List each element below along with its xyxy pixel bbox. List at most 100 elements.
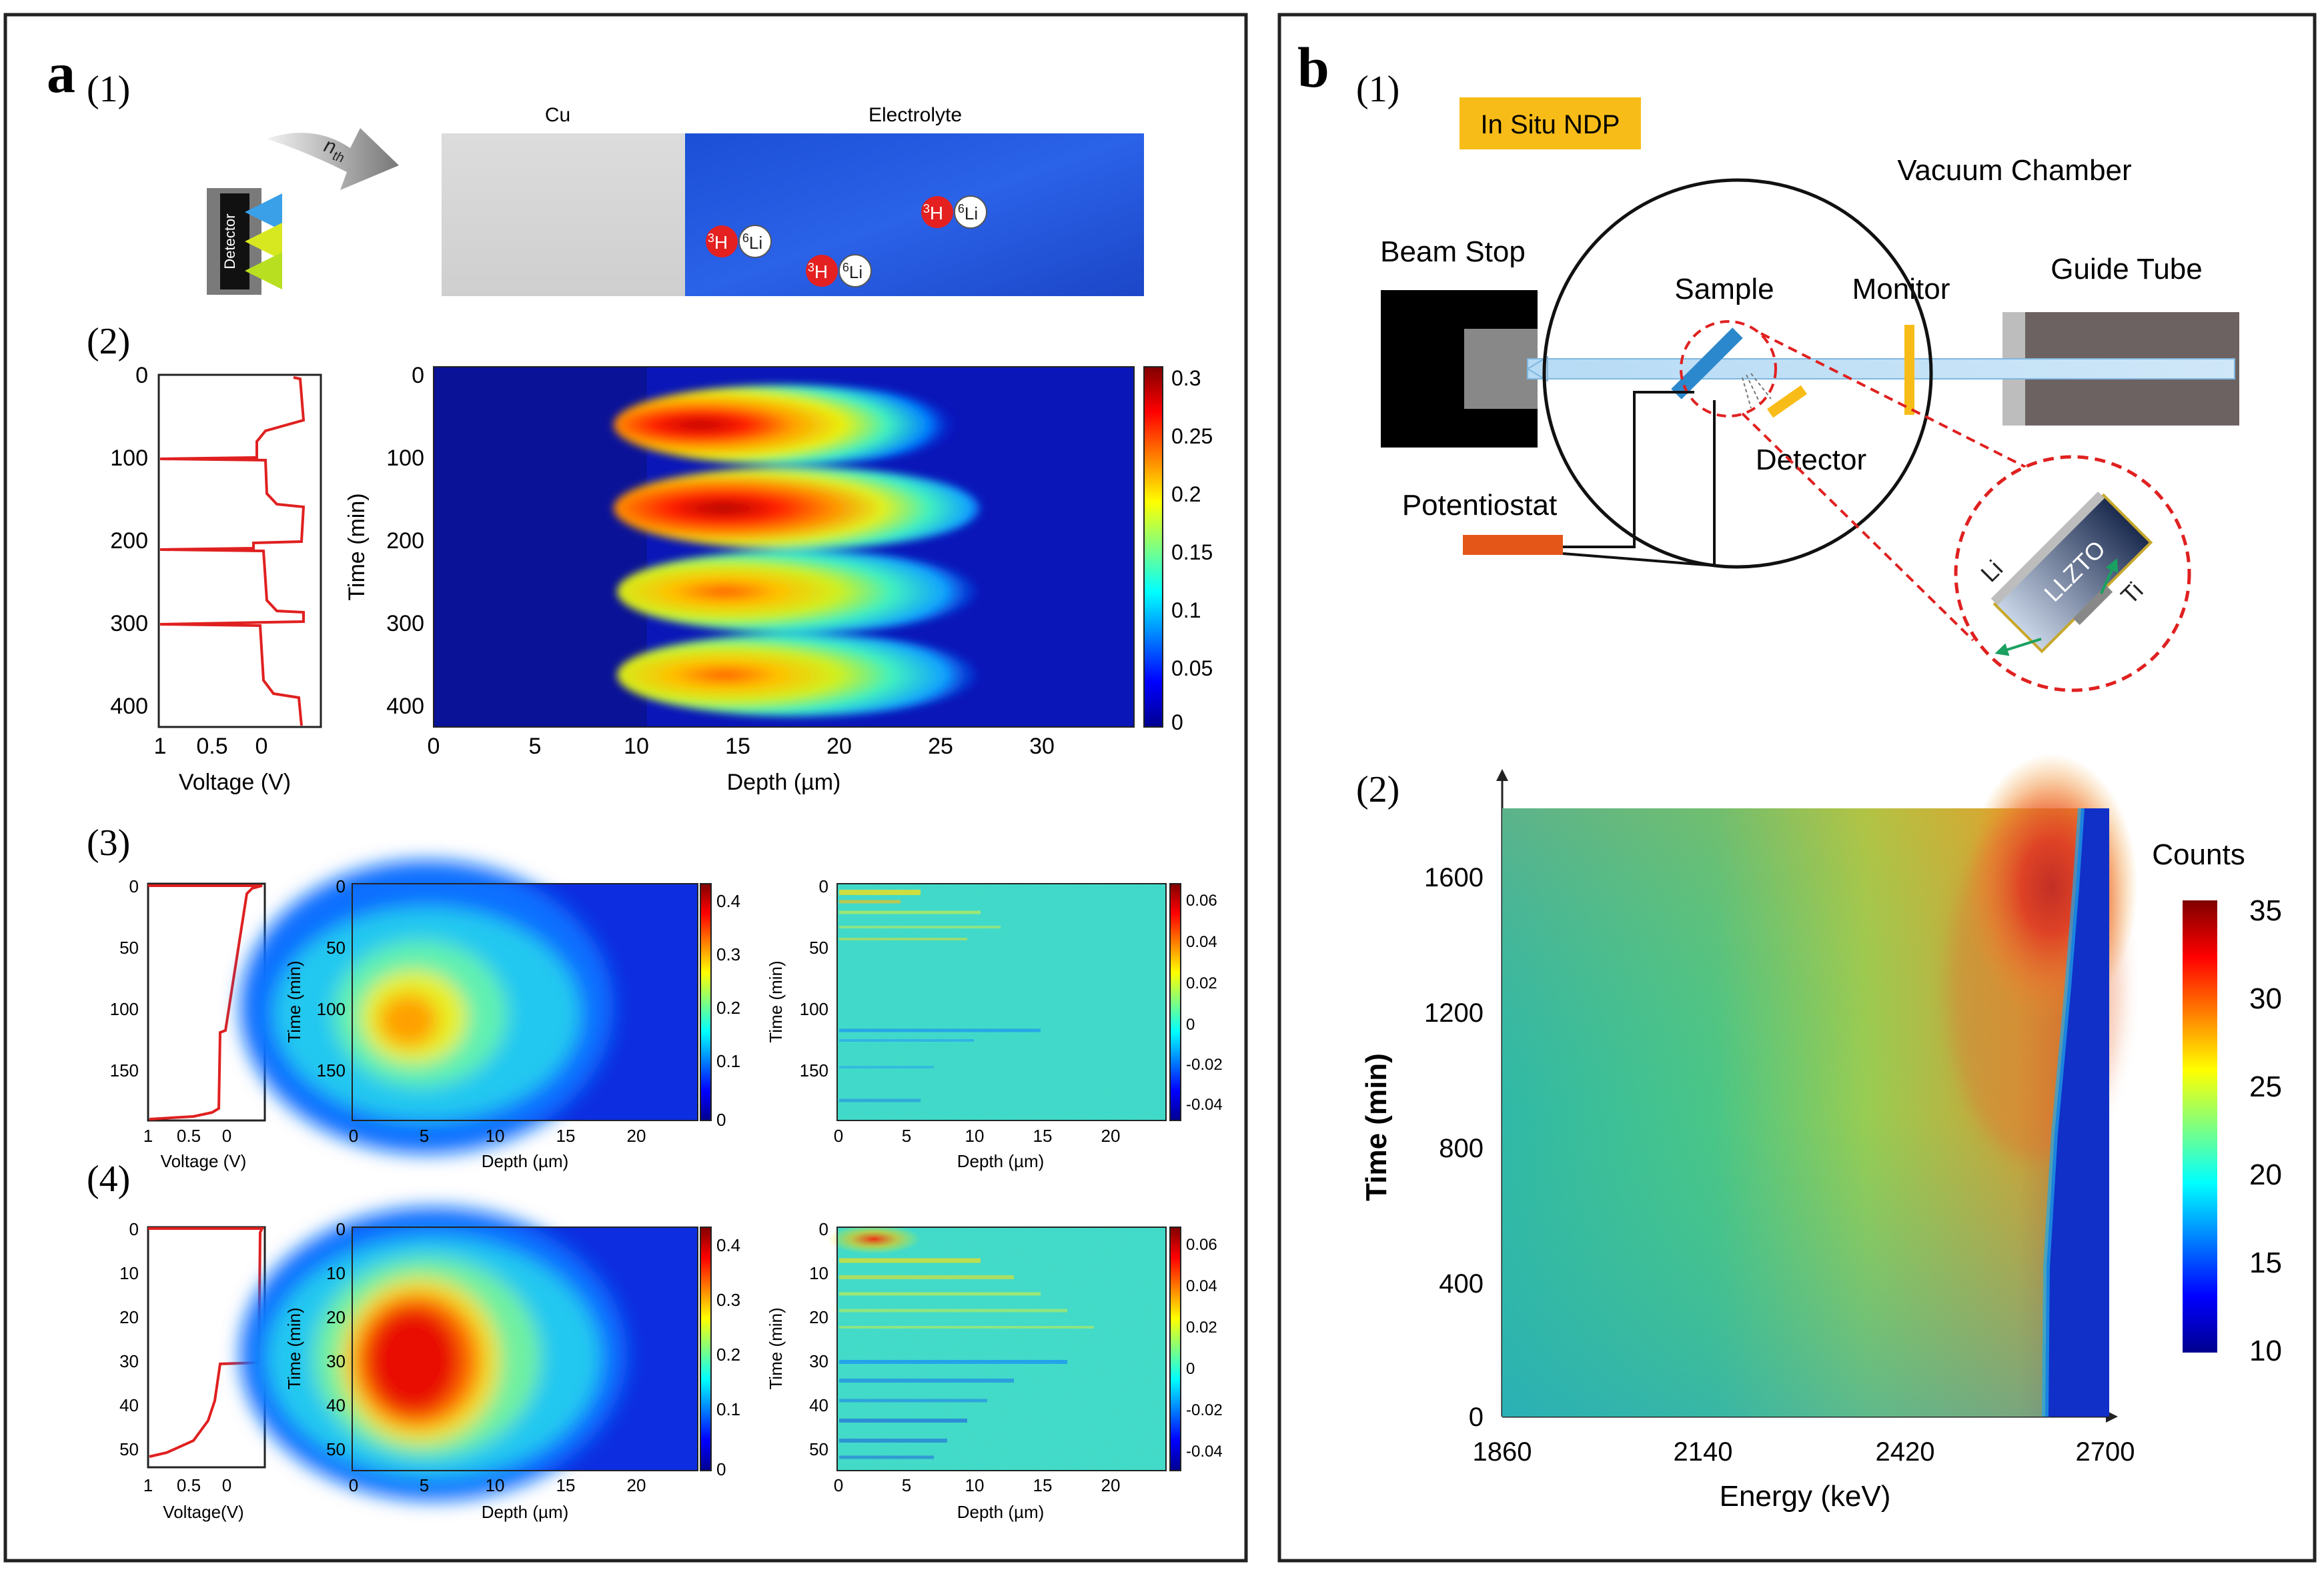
a2-voltage-curve [159,376,306,726]
tick: 400 [386,694,424,719]
potentiostat [1463,535,1563,555]
a2-blob-2 [614,467,981,550]
b2-xlabel: Energy (keV) [1720,1480,1891,1513]
tick: 0 [834,1126,843,1146]
tick: 15 [556,1475,576,1495]
tick: 50 [809,938,828,958]
a4-map-ylabel: Time (min) [284,1307,304,1389]
a2-blob-1 [614,385,961,465]
tick: 0.4 [716,1235,740,1255]
tick: 0 [412,363,424,388]
a2-voltage-yticks: 0 100 200 300 400 [110,363,148,719]
tick: 50 [119,1439,139,1459]
tick: 0 [716,1459,726,1479]
a3-difference-map: Time (min) 0 50 100 150 0 5 10 15 20 Dep… [766,876,1223,1171]
tick: 20 [1101,1475,1121,1495]
tick: 1 [154,734,167,759]
tick: 0 [428,734,440,759]
tick: 20 [1101,1126,1121,1146]
svg-text:3H: 3H [923,202,943,223]
a3-diff-xlabel: Depth (µm) [957,1151,1045,1171]
tick: 0.05 [1171,656,1213,680]
a4-map-xlabel: Depth (µm) [482,1502,569,1522]
tick: 800 [1439,1134,1484,1163]
tick: 20 [326,1307,346,1327]
tick: 40 [326,1395,346,1415]
current-arrow-2 [2100,558,2118,594]
tick: 30 [1029,734,1055,759]
tick: 15 [1033,1126,1053,1146]
tick: 200 [386,528,424,554]
potentiostat-label: Potentiostat [1402,489,1557,522]
llzto-cell: LLZTO Li Ti [1975,491,2153,654]
a3-diff-streaks [839,890,1041,1102]
tick: 0.2 [716,998,740,1018]
tick: 0 [222,1475,231,1495]
electrolyte-label: Electrolyte [868,104,962,126]
tick: 0 [336,1219,346,1239]
a2-blob-4 [617,634,977,716]
tick: 30 [2249,982,2282,1015]
tick: 0.3 [716,944,740,964]
tick: 0 [819,876,828,896]
tick: 0.1 [716,1051,740,1071]
panel-a4-label: (4) [87,1158,130,1200]
detector-label: Detector [221,213,238,269]
potentiostat-wire-2 [1562,400,1716,568]
a2-blob-3 [617,550,977,633]
a2-xlabel: Depth (µm) [727,770,841,795]
tick: 0.4 [716,891,740,911]
tick: 1 [143,1126,153,1146]
tick: 10 [624,734,649,759]
svg-text:3H: 3H [708,231,728,253]
a2-xticks: 0 5 10 15 20 25 30 [428,734,1055,759]
svg-text:6Li: 6Li [742,231,762,253]
tick: 10 [809,1263,828,1283]
in-situ-badge-label: In Situ NDP [1481,110,1620,139]
tick: 5 [420,1475,429,1495]
a3-diff-colorbar [1169,883,1181,1121]
tick: 25 [2249,1070,2282,1103]
tick: 0.5 [196,734,227,759]
tick: 0 [129,1219,139,1239]
a4-diff-xlabel: Depth (µm) [957,1502,1045,1522]
neutron-beam [1527,358,2235,379]
tick: -0.02 [1186,1401,1223,1419]
tick: 0 [135,363,148,388]
tick: 300 [386,611,424,636]
b2-cbar-ticks: 35 30 25 20 15 10 [2249,894,2282,1367]
tick: 2140 [1674,1437,1733,1467]
vacuum-chamber [1542,178,1933,569]
b2-heatmap: 1600 1200 800 400 0 1860 2140 2420 2700 … [1360,754,2282,1513]
tick: 10 [326,1263,346,1283]
in-situ-badge [1460,97,1641,149]
tick: 1200 [1424,998,1484,1028]
tick: 10 [486,1126,505,1146]
tick: 10 [965,1475,985,1495]
a2-ylabel: Time (min) [344,493,370,600]
panel-b-frame [1277,13,2317,1563]
svg-text:3H: 3H [808,261,828,282]
tick: 30 [326,1351,346,1371]
tick: 100 [317,999,346,1019]
cu-label: Cu [545,104,570,126]
tick: 0 [336,876,346,896]
tick: 100 [110,999,139,1019]
tick: 1600 [1424,863,1484,892]
a3-map-ylabel: Time (min) [284,960,304,1042]
tick: 10 [486,1475,505,1495]
guide-tube-label: Guide Tube [2051,253,2203,285]
tick: 0 [716,1110,726,1130]
tick: 0 [1171,710,1183,734]
b2-cbar-title: Counts [2152,838,2245,871]
tick: 0.06 [1186,892,1217,910]
tick: 300 [110,611,148,636]
tick: 20 [2249,1158,2282,1191]
panel-a-letter: a [47,41,75,105]
particle-pair-2: 3H 6Li [706,225,772,258]
tick: 100 [110,446,148,471]
a4-heatmap: Time (min) 0 10 20 30 40 50 0 5 10 15 20… [240,1207,740,1522]
a2-cbar-ticks: 0.3 0.25 0.2 0.15 0.1 0.05 0 [1171,366,1213,734]
tick: 20 [826,734,852,759]
